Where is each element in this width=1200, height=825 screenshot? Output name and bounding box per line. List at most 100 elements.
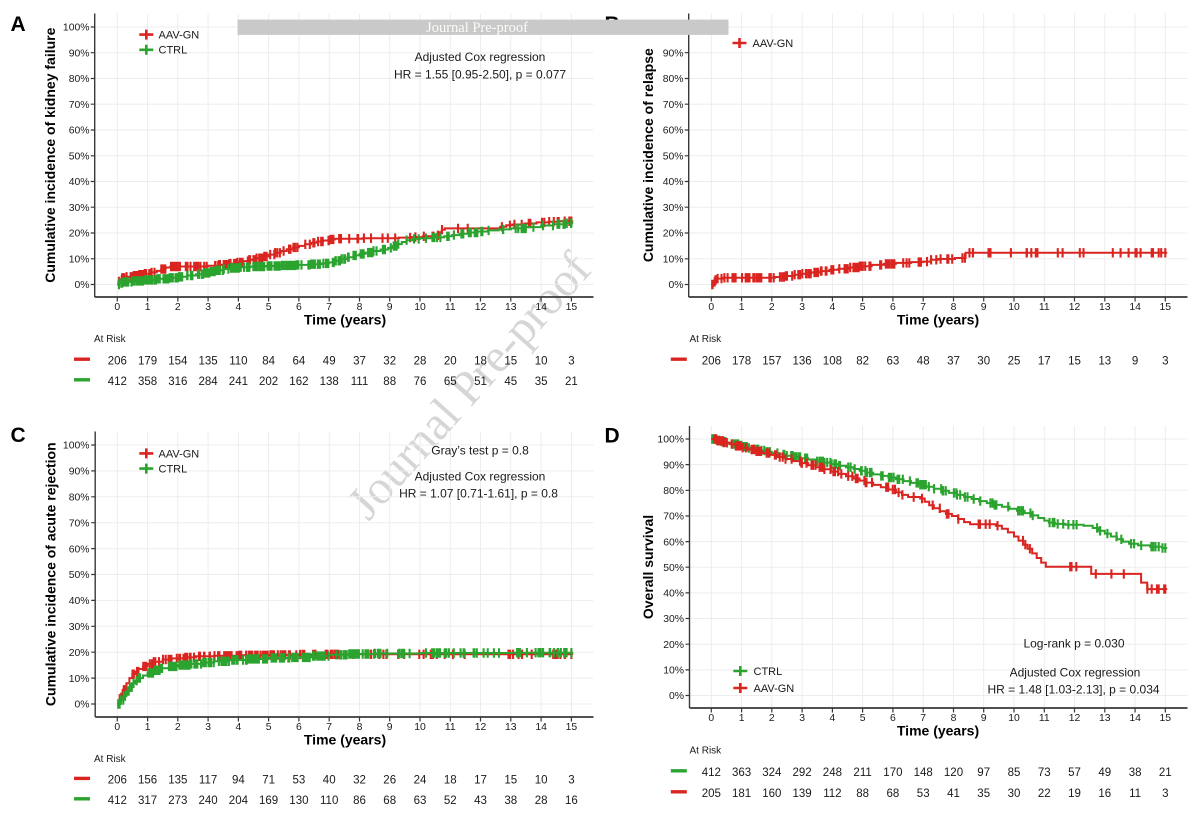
svg-text:10%: 10% <box>663 254 684 265</box>
svg-text:28: 28 <box>535 795 548 807</box>
svg-text:50%: 50% <box>69 570 90 581</box>
svg-text:7: 7 <box>326 722 332 733</box>
svg-text:Cumulative incidence of kidney: Cumulative incidence of kidney failure <box>42 27 58 282</box>
svg-text:28: 28 <box>414 356 427 368</box>
svg-text:Cumulative incidence of acute: Cumulative incidence of acute rejection <box>43 442 59 706</box>
svg-text:D: D <box>605 425 620 448</box>
svg-text:8: 8 <box>357 722 363 733</box>
svg-text:24: 24 <box>414 775 427 787</box>
svg-text:20%: 20% <box>663 229 684 240</box>
svg-text:60%: 60% <box>663 126 684 137</box>
svg-text:136: 136 <box>793 356 812 368</box>
svg-text:2: 2 <box>769 302 775 313</box>
svg-text:12: 12 <box>475 722 487 733</box>
svg-text:49: 49 <box>323 356 336 368</box>
svg-text:324: 324 <box>762 767 782 779</box>
svg-text:240: 240 <box>199 795 218 807</box>
svg-text:154: 154 <box>168 356 188 368</box>
svg-text:139: 139 <box>793 788 812 800</box>
svg-text:14: 14 <box>535 302 547 313</box>
svg-text:148: 148 <box>914 767 933 779</box>
svg-text:204: 204 <box>229 795 249 807</box>
svg-text:13: 13 <box>1098 356 1111 368</box>
svg-text:11: 11 <box>445 722 456 733</box>
svg-text:108: 108 <box>823 356 842 368</box>
svg-text:3: 3 <box>568 356 574 368</box>
svg-text:206: 206 <box>108 775 127 787</box>
svg-text:16: 16 <box>565 795 578 807</box>
svg-text:5: 5 <box>266 722 272 733</box>
svg-text:21: 21 <box>565 376 578 388</box>
svg-text:3: 3 <box>799 713 805 724</box>
svg-text:6: 6 <box>296 722 302 733</box>
svg-text:AAV-GN: AAV-GN <box>754 683 795 695</box>
svg-text:40: 40 <box>323 775 336 787</box>
svg-text:13: 13 <box>1099 713 1111 724</box>
svg-text:3: 3 <box>205 302 211 313</box>
svg-text:90%: 90% <box>663 48 684 59</box>
svg-text:2: 2 <box>175 302 181 313</box>
svg-text:80%: 80% <box>663 74 684 85</box>
svg-text:6: 6 <box>296 302 302 313</box>
svg-text:11: 11 <box>1129 788 1141 800</box>
svg-text:205: 205 <box>702 788 721 800</box>
svg-text:65: 65 <box>444 376 457 388</box>
svg-text:70%: 70% <box>663 512 684 523</box>
svg-text:202: 202 <box>259 376 278 388</box>
svg-text:At Risk: At Risk <box>690 746 723 757</box>
svg-text:3: 3 <box>799 302 805 313</box>
svg-text:52: 52 <box>444 795 457 807</box>
svg-text:241: 241 <box>229 376 248 388</box>
svg-text:9: 9 <box>387 722 393 733</box>
svg-text:15: 15 <box>504 356 517 368</box>
svg-text:63: 63 <box>414 795 427 807</box>
svg-text:284: 284 <box>199 376 219 388</box>
svg-text:85: 85 <box>1008 767 1021 779</box>
svg-text:10%: 10% <box>69 674 90 685</box>
svg-text:5: 5 <box>860 713 866 724</box>
svg-text:40%: 40% <box>663 589 684 600</box>
svg-text:17: 17 <box>474 775 487 787</box>
svg-text:13: 13 <box>505 302 517 313</box>
svg-text:10: 10 <box>535 356 548 368</box>
svg-text:10: 10 <box>1008 713 1020 724</box>
svg-text:38: 38 <box>1129 767 1142 779</box>
svg-text:At Risk: At Risk <box>690 334 723 345</box>
svg-text:30%: 30% <box>69 622 90 633</box>
svg-text:1: 1 <box>739 713 745 724</box>
svg-text:412: 412 <box>108 376 127 388</box>
svg-text:4: 4 <box>830 713 836 724</box>
svg-text:3: 3 <box>1162 788 1168 800</box>
svg-text:15: 15 <box>504 775 517 787</box>
svg-text:60%: 60% <box>69 544 90 555</box>
svg-text:13: 13 <box>505 722 517 733</box>
svg-text:1: 1 <box>739 302 745 313</box>
svg-text:Time (years): Time (years) <box>897 722 979 738</box>
svg-text:0: 0 <box>708 302 714 313</box>
svg-text:57: 57 <box>1068 767 1081 779</box>
svg-text:C: C <box>11 424 26 447</box>
svg-text:30: 30 <box>977 356 990 368</box>
svg-text:11: 11 <box>1039 713 1050 724</box>
svg-text:412: 412 <box>702 767 721 779</box>
svg-text:CTRL: CTRL <box>159 45 188 57</box>
svg-text:43: 43 <box>474 795 487 807</box>
svg-text:19: 19 <box>1068 788 1081 800</box>
svg-text:AAV-GN: AAV-GN <box>159 30 200 42</box>
svg-text:84: 84 <box>262 356 275 368</box>
svg-text:90%: 90% <box>69 467 90 478</box>
svg-text:10: 10 <box>414 302 426 313</box>
svg-text:4: 4 <box>236 722 242 733</box>
svg-text:9: 9 <box>1132 356 1138 368</box>
svg-text:35: 35 <box>535 376 548 388</box>
svg-text:10%: 10% <box>663 666 684 677</box>
svg-text:37: 37 <box>353 356 366 368</box>
svg-text:32: 32 <box>383 356 396 368</box>
svg-text:CTRL: CTRL <box>754 666 783 678</box>
svg-text:11: 11 <box>1039 302 1050 313</box>
svg-text:50%: 50% <box>69 151 90 162</box>
svg-text:1: 1 <box>145 302 151 313</box>
svg-text:0: 0 <box>114 302 120 313</box>
svg-text:30%: 30% <box>69 203 90 214</box>
svg-text:73: 73 <box>1038 767 1051 779</box>
